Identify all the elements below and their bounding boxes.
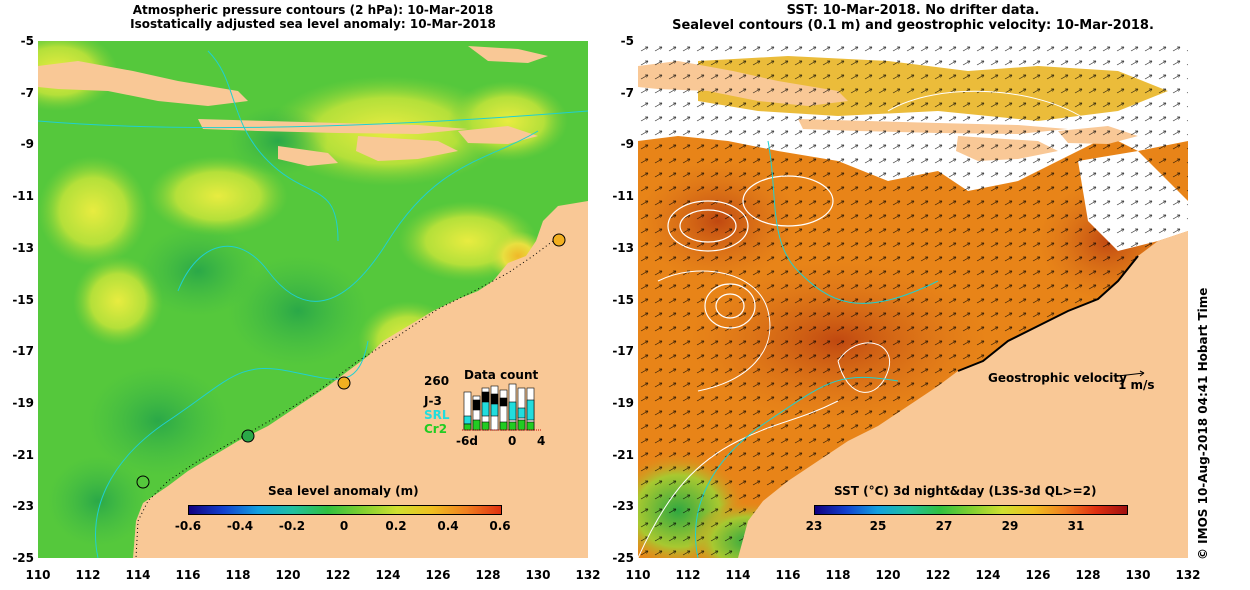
right-map-title: SST: 10-Mar-2018. No drifter data. Seale…	[638, 3, 1188, 33]
mission-j3: J-3	[424, 394, 442, 408]
sea-level-anomaly-map	[38, 41, 588, 558]
sla-tick: 0	[339, 519, 349, 533]
imos-credit: © IMOS 10-Aug-2018 04:41 Hobart Time	[1196, 287, 1210, 560]
lat-tick-label: -9	[20, 137, 34, 152]
sla-tick: 0.6	[489, 519, 511, 533]
mission-cr2: Cr2	[424, 422, 448, 436]
lon-tick-label: 130	[1125, 568, 1151, 582]
lon-tick-label: 124	[375, 568, 401, 582]
lon-tick-label: 126	[1025, 568, 1051, 582]
data-count-title: Data count	[464, 368, 539, 382]
lat-tick-label: -15	[12, 292, 34, 307]
lon-tick-label: 128	[1075, 568, 1101, 582]
lon-tick-label: 124	[975, 568, 1001, 582]
legend-tick: -6d	[456, 434, 478, 448]
sea-level-colorbar	[188, 505, 502, 515]
sla-tick: -0.2	[278, 519, 306, 533]
lon-tick-label: 116	[175, 568, 201, 582]
sla-tick: -0.4	[226, 519, 254, 533]
lon-tick-label: 118	[825, 568, 851, 582]
lon-tick-label: 114	[125, 568, 151, 582]
data-count-bars	[462, 383, 542, 431]
lon-tick-label: 122	[925, 568, 951, 582]
lon-tick-label: 132	[1175, 568, 1201, 582]
lat-tick-label: -19	[612, 395, 634, 410]
lon-tick-label: 110	[25, 568, 51, 582]
lon-tick-label: 110	[625, 568, 651, 582]
lon-tick-label: 120	[875, 568, 901, 582]
lon-tick-label: 126	[425, 568, 451, 582]
data-count-legend: Data count 260 J-3 SRL Cr2 -6d 0 4	[420, 368, 550, 450]
lat-tick-label: -7	[20, 85, 34, 100]
lat-tick-label: -25	[12, 551, 34, 565]
sst-tick: 27	[935, 519, 953, 533]
australia-land	[738, 231, 1188, 558]
left-map-title: Atmospheric pressure contours (2 hPa): 1…	[38, 3, 588, 31]
lon-tick-label: 132	[575, 568, 601, 582]
lat-tick-label: -9	[620, 137, 634, 152]
velocity-scale-arrow	[1117, 370, 1145, 377]
lat-tick-label: -5	[20, 34, 34, 48]
velocity-scale-label: 1 m/s	[1118, 378, 1155, 392]
lat-tick-label: -23	[612, 499, 634, 514]
lat-tick-label: -5	[620, 34, 634, 48]
left-title-line2: Isostatically adjusted sea level anomaly…	[130, 17, 496, 31]
lon-tick-label: 128	[475, 568, 501, 582]
lat-tick-label: -15	[612, 292, 634, 307]
sla-tick: 0.4	[437, 519, 459, 533]
sst-tick: 29	[1001, 519, 1019, 533]
sst-tick: 25	[869, 519, 887, 533]
right-title-line2: Sealevel contours (0.1 m) and geostrophi…	[672, 18, 1154, 33]
lon-tick-label: 114	[725, 568, 751, 582]
lat-tick-label: -21	[12, 447, 34, 462]
legend-tick: 0	[508, 434, 517, 448]
lat-tick-label: -7	[620, 85, 634, 100]
sst-map	[638, 41, 1188, 558]
lon-tick-label: 122	[325, 568, 351, 582]
sst-colorbar-title: SST (°C) 3d night&day (L3S-3d QL>=2)	[834, 484, 1097, 498]
lon-tick-label: 112	[75, 568, 101, 582]
lat-tick-label: -23	[12, 499, 34, 514]
sla-tick: 0.2	[385, 519, 407, 533]
lat-tick-label: -17	[612, 344, 634, 359]
legend-tick: 4	[537, 434, 546, 448]
lon-tick-label: 130	[525, 568, 551, 582]
sst-tick: 31	[1067, 519, 1085, 533]
lat-tick-label: -13	[612, 240, 634, 255]
lon-tick-label: 112	[675, 568, 701, 582]
lat-tick-label: -13	[12, 240, 34, 255]
lon-tick-label: 120	[275, 568, 301, 582]
lat-tick-label: -11	[612, 189, 634, 204]
velocity-label: Geostrophic velocity	[988, 371, 1127, 385]
australia-land	[133, 201, 588, 558]
lat-tick-label: -25	[612, 551, 634, 565]
sst-colorbar	[814, 505, 1128, 515]
lat-tick-label: -11	[12, 189, 34, 204]
left-title-line1: Atmospheric pressure contours (2 hPa): 1…	[132, 3, 494, 17]
lat-tick-label: -21	[612, 447, 634, 462]
sea-level-colorbar-title: Sea level anomaly (m)	[268, 484, 419, 498]
lat-tick-label: -17	[12, 344, 34, 359]
lat-tick-label: -19	[12, 395, 34, 410]
sla-tick: -0.6	[174, 519, 202, 533]
sst-tick: 23	[805, 519, 823, 533]
mission-srl: SRL	[424, 408, 450, 422]
lon-tick-label: 116	[775, 568, 801, 582]
data-count-max: 260	[424, 374, 450, 388]
right-title-line1: SST: 10-Mar-2018. No drifter data.	[786, 3, 1040, 18]
lon-tick-label: 118	[225, 568, 251, 582]
